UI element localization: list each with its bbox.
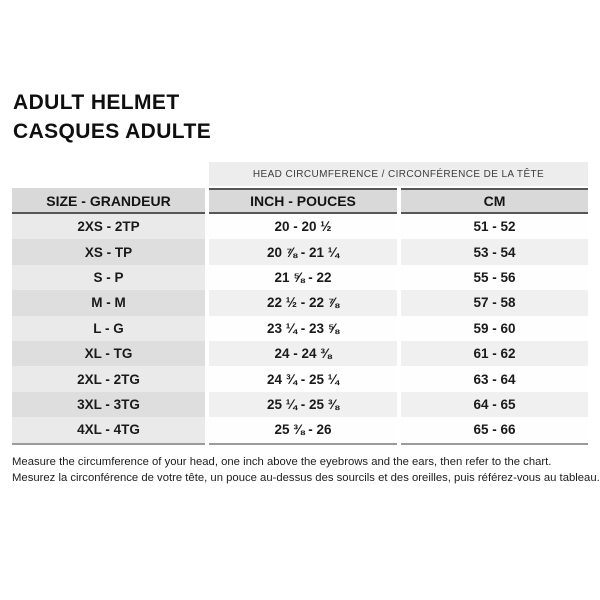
inch-cell: 21 ⅝ - 22 — [209, 264, 397, 291]
size-cell: 2XL - 2TG — [12, 366, 205, 392]
cm-cell: 53 - 54 — [401, 239, 588, 265]
page-title: ADULT HELMET CASQUES ADULTE — [13, 88, 211, 146]
inch-cell: 22 ½ - 22 ⅞ — [209, 290, 397, 316]
size-cell: M - M — [12, 290, 205, 316]
column-header-size: SIZE - GRANDEUR — [12, 188, 205, 214]
instruction-en: Measure the circumference of your head, … — [12, 456, 552, 468]
inch-cell: 24 ¾ - 25 ¼ — [209, 366, 397, 392]
size-cell: XL - TG — [12, 340, 205, 367]
size-chart-table: HEAD CIRCUMFERENCE / CIRCONFÉRENCE DE LA… — [12, 162, 588, 445]
size-cell: XS - TP — [12, 239, 205, 265]
column-header-cm: CM — [401, 188, 588, 214]
inch-cell: 24 - 24 ⅜ — [209, 340, 397, 367]
cm-cell: 61 - 62 — [401, 340, 588, 367]
inch-cell: 20 - 20 ½ — [209, 214, 397, 240]
measurement-instructions: Measure the circumference of your head, … — [12, 455, 600, 486]
inch-cell: 23 ¼ - 23 ⅝ — [209, 315, 397, 341]
banner-spacer — [12, 162, 205, 186]
column-header-inch: INCH - POUCES — [209, 188, 397, 214]
cm-cell: 65 - 66 — [401, 417, 588, 445]
cm-cell: 57 - 58 — [401, 290, 588, 316]
size-cell: S - P — [12, 264, 205, 291]
cm-cell: 51 - 52 — [401, 214, 588, 240]
size-cell: L - G — [12, 315, 205, 341]
size-cell: 4XL - 4TG — [12, 417, 205, 445]
inch-cell: 25 ⅜ - 26 — [209, 417, 397, 445]
cm-cell: 63 - 64 — [401, 366, 588, 392]
size-cell: 3XL - 3TG — [12, 391, 205, 418]
head-circumference-banner: HEAD CIRCUMFERENCE / CIRCONFÉRENCE DE LA… — [209, 162, 588, 186]
size-cell: 2XS - 2TP — [12, 214, 205, 240]
page-title-fr: CASQUES ADULTE — [13, 120, 212, 143]
cm-cell: 64 - 65 — [401, 391, 588, 418]
instruction-fr: Mesurez la circonférence de votre tête, … — [12, 471, 600, 484]
cm-cell: 55 - 56 — [401, 264, 588, 291]
inch-cell: 25 ¼ - 25 ⅜ — [209, 391, 397, 418]
inch-cell: 20 ⅞ - 21 ¼ — [209, 239, 397, 265]
cm-cell: 59 - 60 — [401, 315, 588, 341]
page-title-en: ADULT HELMET — [13, 91, 180, 114]
